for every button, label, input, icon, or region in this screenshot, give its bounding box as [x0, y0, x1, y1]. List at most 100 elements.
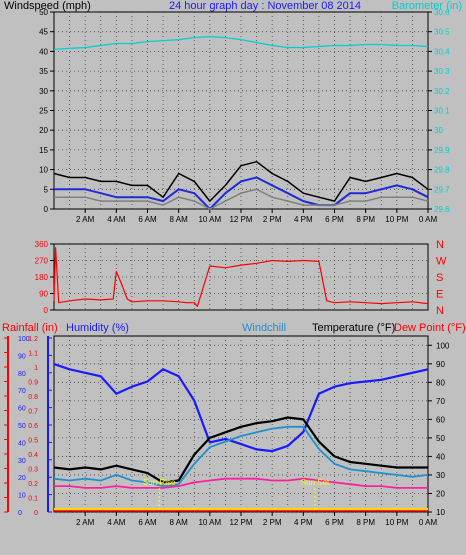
sun-marker-label: Sun Rise — [143, 478, 176, 487]
legend-item: Rainfall (in) — [2, 322, 58, 334]
temp-x-tick-label: 10 AM — [198, 518, 221, 527]
barometer-y-tick-label: 30.5 — [434, 28, 450, 37]
direction-y-tick-label: 270 — [35, 257, 49, 266]
wind-y-tick-label: 20 — [39, 126, 48, 135]
temp-x-tick-label: 4 AM — [107, 518, 126, 527]
series-windspeed-gust-line — [53, 160, 429, 202]
barometer-y-tick-label: 30.4 — [434, 47, 450, 56]
barometer-y-tick-label: 29.7 — [434, 185, 450, 194]
temp-x-tick-label: 8 PM — [356, 518, 375, 527]
wind-x-tick-label: 8 AM — [170, 215, 189, 224]
sun-marker-label: Sun Set — [301, 478, 330, 487]
wind-x-tick-label: 12 PM — [229, 215, 252, 224]
temp-x-tick-label: 4 PM — [294, 518, 313, 527]
temp-y-tick-label: 100 — [436, 341, 450, 350]
series-barometer-line — [53, 35, 429, 50]
temp-x-tick-label: 6 PM — [325, 518, 344, 527]
series-windspeed-line — [54, 176, 429, 210]
rain-y-tick-label: 0.8 — [28, 394, 38, 401]
rain-y-tick-label: 0.4 — [28, 452, 38, 459]
wind-y-tick-label: 10 — [39, 166, 48, 175]
rain-y-tick-label: 1.1 — [28, 351, 38, 358]
direction-compass-label: N — [436, 239, 444, 251]
legend-item: Dew Point (°F) — [394, 322, 466, 334]
wind-x-tick-label: 2 PM — [263, 215, 282, 224]
barometer-y-tick-label: 30.1 — [434, 107, 450, 116]
wind-x-tick-label: 4 PM — [294, 215, 313, 224]
humidity-y-tick-label: 0 — [18, 510, 22, 517]
barometer-y-tick-label: 30.2 — [434, 87, 450, 96]
direction-compass-label: W — [436, 256, 447, 268]
barometer-axis-title: Barometer (in) — [392, 0, 462, 12]
series-wind-direction-line — [53, 247, 429, 307]
series-humidity-line — [53, 363, 429, 453]
temp-y-tick-label: 10 — [436, 508, 445, 517]
humidity-y-tick-label: 10 — [18, 493, 26, 500]
temp-x-tick-label: 10 PM — [385, 518, 408, 527]
direction-y-tick-label: 90 — [39, 290, 48, 299]
legend-item: Windchill — [242, 322, 286, 334]
wind-y-tick-label: 25 — [39, 107, 48, 116]
barometer-y-tick-label: 29.9 — [434, 146, 450, 155]
legend-item: Humidity (%) — [66, 322, 129, 334]
wind-x-tick-label: 4 AM — [107, 215, 126, 224]
temp-x-tick-label: 12 PM — [229, 518, 252, 527]
barometer-y-tick-label: 30.6 — [434, 8, 450, 17]
wind-y-tick-label: 15 — [39, 146, 48, 155]
barometer-y-tick-label: 30 — [434, 126, 443, 135]
direction-y-tick-label: 360 — [35, 240, 49, 249]
wind-y-tick-label: 35 — [39, 67, 48, 76]
humidity-y-tick-label: 100 — [18, 336, 30, 343]
temp-y-tick-label: 90 — [436, 360, 445, 369]
wind-x-tick-label: 6 AM — [138, 215, 157, 224]
wind-x-tick-label: 8 PM — [356, 215, 375, 224]
series-dew-point-f-line — [54, 477, 428, 489]
rain-y-tick-label: 0.6 — [28, 423, 38, 430]
wind-y-tick-label: 5 — [44, 185, 49, 194]
rain-y-tick-label: 1.2 — [28, 336, 38, 343]
barometer-y-tick-label: 29.8 — [434, 166, 450, 175]
wind-y-tick-label: 45 — [39, 28, 48, 37]
humidity-y-tick-label: 20 — [18, 475, 26, 482]
humidity-y-tick-label: 40 — [18, 440, 26, 447]
direction-y-tick-label: 180 — [35, 273, 49, 282]
barometer-y-tick-label: 29.6 — [434, 205, 450, 214]
rain-y-tick-label: 0 — [34, 510, 38, 517]
temp-x-tick-label: 6 AM — [138, 518, 157, 527]
rain-y-tick-label: 1 — [34, 365, 38, 372]
humidity-y-tick-label: 30 — [18, 458, 26, 465]
wind-y-tick-label: 50 — [39, 8, 48, 17]
temp-x-tick-label: 8 AM — [170, 518, 189, 527]
temp-y-tick-label: 60 — [436, 415, 445, 424]
humidity-y-tick-label: 60 — [18, 406, 26, 413]
wind-x-tick-label: 10 PM — [385, 215, 408, 224]
humidity-y-tick-label: 80 — [18, 371, 26, 378]
direction-compass-label: S — [436, 272, 443, 284]
wind-y-tick-label: 40 — [39, 47, 48, 56]
wind-y-tick-label: 30 — [39, 87, 48, 96]
direction-y-tick-label: 0 — [44, 306, 49, 315]
wind-axis-title: Windspeed (mph) — [4, 0, 91, 12]
series-wind-avg-line — [54, 188, 429, 210]
rain-y-tick-label: 0.1 — [28, 496, 38, 503]
temp-y-tick-label: 30 — [436, 471, 445, 480]
chart-title: 24 hour graph day : November 08 2014 — [169, 0, 361, 12]
temp-y-tick-label: 50 — [436, 434, 445, 443]
humidity-y-tick-label: 50 — [18, 423, 26, 430]
barometer-y-tick-label: 30.3 — [434, 67, 450, 76]
temp-y-tick-label: 70 — [436, 397, 445, 406]
series-temperature-f-line — [53, 416, 428, 484]
humidity-y-tick-label: 90 — [18, 353, 26, 360]
wind-y-tick-label: 0 — [44, 205, 49, 214]
rain-y-tick-label: 0.9 — [28, 380, 38, 387]
rain-y-tick-label: 0.5 — [28, 438, 38, 445]
temp-x-tick-label: 2 PM — [263, 518, 282, 527]
temp-y-tick-label: 20 — [436, 489, 445, 498]
temp-x-tick-label: 2 AM — [76, 518, 95, 527]
temp-y-tick-label: 40 — [436, 452, 445, 461]
temp-y-tick-label: 80 — [436, 378, 445, 387]
rain-y-tick-label: 0.3 — [28, 467, 38, 474]
wind-x-tick-label: 0 AM — [419, 215, 438, 224]
